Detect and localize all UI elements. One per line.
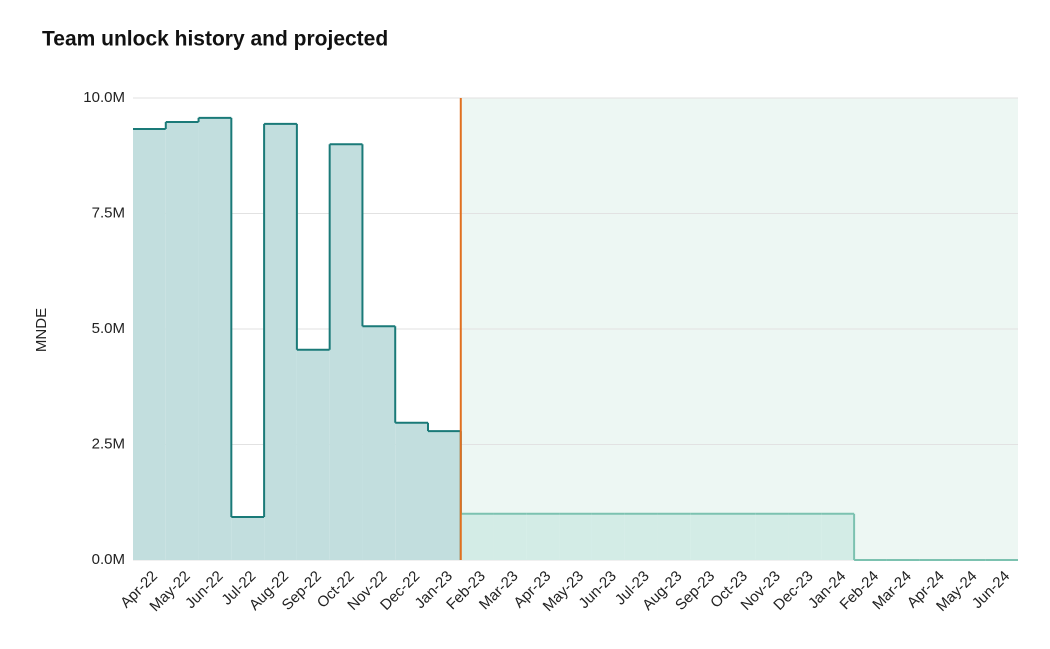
step-area: [329, 144, 363, 560]
step-area: [198, 117, 232, 560]
step-area: [788, 513, 822, 560]
chart-title: Team unlock history and projected: [42, 28, 388, 51]
step-area: [395, 422, 428, 560]
step-area: [264, 123, 297, 560]
step-area: [526, 513, 560, 560]
x-tick-label: Jun-23: [575, 568, 619, 612]
step-area: [591, 513, 625, 560]
step-area: [362, 326, 396, 560]
y-tick-label: 7.5M: [92, 204, 125, 221]
step-area: [493, 513, 527, 560]
step-area: [559, 513, 592, 560]
step-area: [690, 513, 723, 560]
step-area: [723, 513, 756, 560]
step-area: [133, 128, 166, 561]
step-area: [821, 513, 855, 560]
y-axis-label: MNDE: [33, 308, 50, 352]
x-tick-label: Jun-22: [182, 568, 226, 612]
step-area: [428, 431, 461, 560]
x-tick-label: Jun-24: [969, 568, 1013, 612]
step-area: [755, 513, 789, 560]
step-area: [624, 513, 658, 560]
step-area: [296, 349, 330, 560]
step-area: [165, 122, 199, 561]
y-tick-label: 0.0M: [92, 551, 125, 568]
y-tick-label: 5.0M: [92, 320, 125, 337]
step-area: [657, 513, 691, 560]
step-area: [460, 513, 494, 560]
y-tick-label: 2.5M: [92, 435, 125, 452]
y-tick-label: 10.0M: [83, 89, 125, 106]
step-area: [231, 517, 265, 560]
